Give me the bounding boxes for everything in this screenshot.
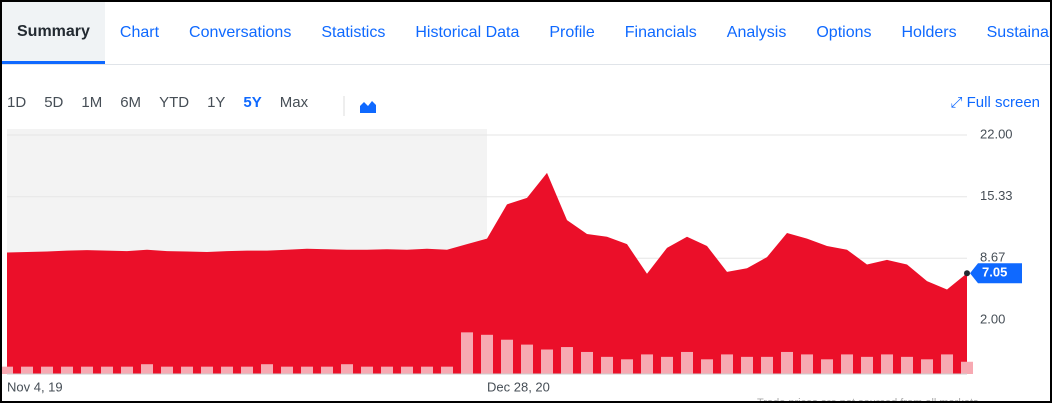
volume-bar — [861, 356, 873, 374]
volume-bar — [921, 359, 933, 374]
last-price-tag — [970, 263, 1022, 284]
tab-bar: Summary Chart Conversations Statistics Histo… — [2, 2, 1050, 65]
y-tick-label: 2.00 — [980, 311, 1005, 326]
range-button[interactable]: 1Y — [207, 94, 226, 111]
volume-bar — [581, 351, 593, 374]
volume-bar — [881, 354, 893, 374]
range-button[interactable]: 5Y — [243, 94, 262, 111]
full-screen[interactable]: ⤢ Full screen — [950, 94, 1040, 111]
volume-bar — [541, 349, 553, 374]
volume-bar — [601, 356, 613, 374]
y-tick-label: 22.00 — [980, 126, 1013, 141]
volume-bar — [961, 361, 973, 374]
x-tick-label: Dec 28, 20 — [487, 379, 550, 394]
last-point — [964, 270, 970, 277]
volume-bar — [421, 366, 433, 374]
volume-bar — [521, 344, 533, 374]
volume-bar — [661, 356, 673, 374]
volume-bar — [441, 366, 453, 374]
footnote: Trade prices are not sourced from all ma… — [757, 397, 979, 401]
tab[interactable]: Sustainability — [986, 24, 1050, 41]
volume-bar — [381, 366, 393, 374]
x-tick-label: Nov 4, 19 — [7, 379, 63, 394]
y-tick-label: 15.33 — [980, 188, 1013, 203]
volume-bar — [301, 366, 313, 374]
volume-bar — [561, 347, 573, 374]
volume-bar — [761, 356, 773, 374]
volume-bar — [681, 351, 693, 374]
range-button[interactable]: 5D — [44, 94, 64, 111]
tab[interactable]: Holders — [901, 24, 957, 41]
tab[interactable]: Chart — [119, 24, 160, 41]
volume-bar — [361, 366, 373, 374]
volume-bar — [401, 366, 413, 374]
volume-bar — [801, 354, 813, 374]
volume-bar — [161, 366, 173, 374]
price-area — [7, 172, 967, 374]
volume-bar — [461, 332, 473, 374]
volume-bar — [841, 354, 853, 374]
range-bar: 1D 5D 1M 6M YTD 1Y 5Y Max — [7, 94, 326, 111]
volume-bar — [941, 354, 953, 374]
volume-bar — [141, 364, 153, 374]
volume-bar — [501, 339, 513, 374]
volume-bar — [481, 334, 493, 374]
full-screen-label: Full screen — [966, 94, 1040, 111]
volume-bar — [341, 364, 353, 374]
range-button[interactable]: 1D — [7, 94, 27, 111]
volume-bar — [901, 356, 913, 374]
volume-bar — [821, 359, 833, 374]
volume-bar — [741, 356, 753, 374]
range-button[interactable]: 1M — [81, 94, 103, 111]
volume-bar — [181, 366, 193, 374]
range-button[interactable]: YTD — [159, 94, 190, 111]
y-tick-label: 8.67 — [980, 250, 1005, 265]
volume-bar — [2, 366, 13, 374]
tab[interactable]: Summary — [2, 2, 105, 64]
tab[interactable]: Analysis — [726, 24, 787, 41]
tab[interactable]: Financials — [624, 24, 697, 41]
volume-bar — [121, 366, 133, 374]
volume-bar — [41, 366, 53, 374]
volume-bar — [281, 366, 293, 374]
volume-bar — [721, 354, 733, 374]
range-button[interactable]: Max — [279, 94, 309, 111]
range-button[interactable]: 6M — [120, 94, 142, 111]
volume-bar — [81, 366, 93, 374]
volume-bar — [321, 366, 333, 374]
volume-bar — [221, 366, 233, 374]
tab[interactable]: Historical Data — [415, 24, 520, 41]
volume-bar — [701, 359, 713, 374]
volume-bar — [101, 366, 113, 374]
volume-bar — [201, 366, 213, 374]
tab[interactable]: Conversations — [189, 24, 292, 41]
volume-bar — [61, 366, 73, 374]
volume-bar — [641, 354, 653, 374]
tab[interactable]: Options — [816, 24, 872, 41]
volume-bar — [781, 351, 793, 374]
volume-bar — [621, 359, 633, 374]
tab[interactable]: Profile — [549, 24, 595, 41]
area-icon[interactable] — [360, 101, 376, 113]
volume-bar — [21, 366, 33, 374]
volume-bar — [261, 364, 273, 374]
last-price-label: 7.05 — [982, 265, 1007, 280]
tab[interactable]: Statistics — [321, 24, 386, 41]
volume-bar — [241, 366, 253, 374]
